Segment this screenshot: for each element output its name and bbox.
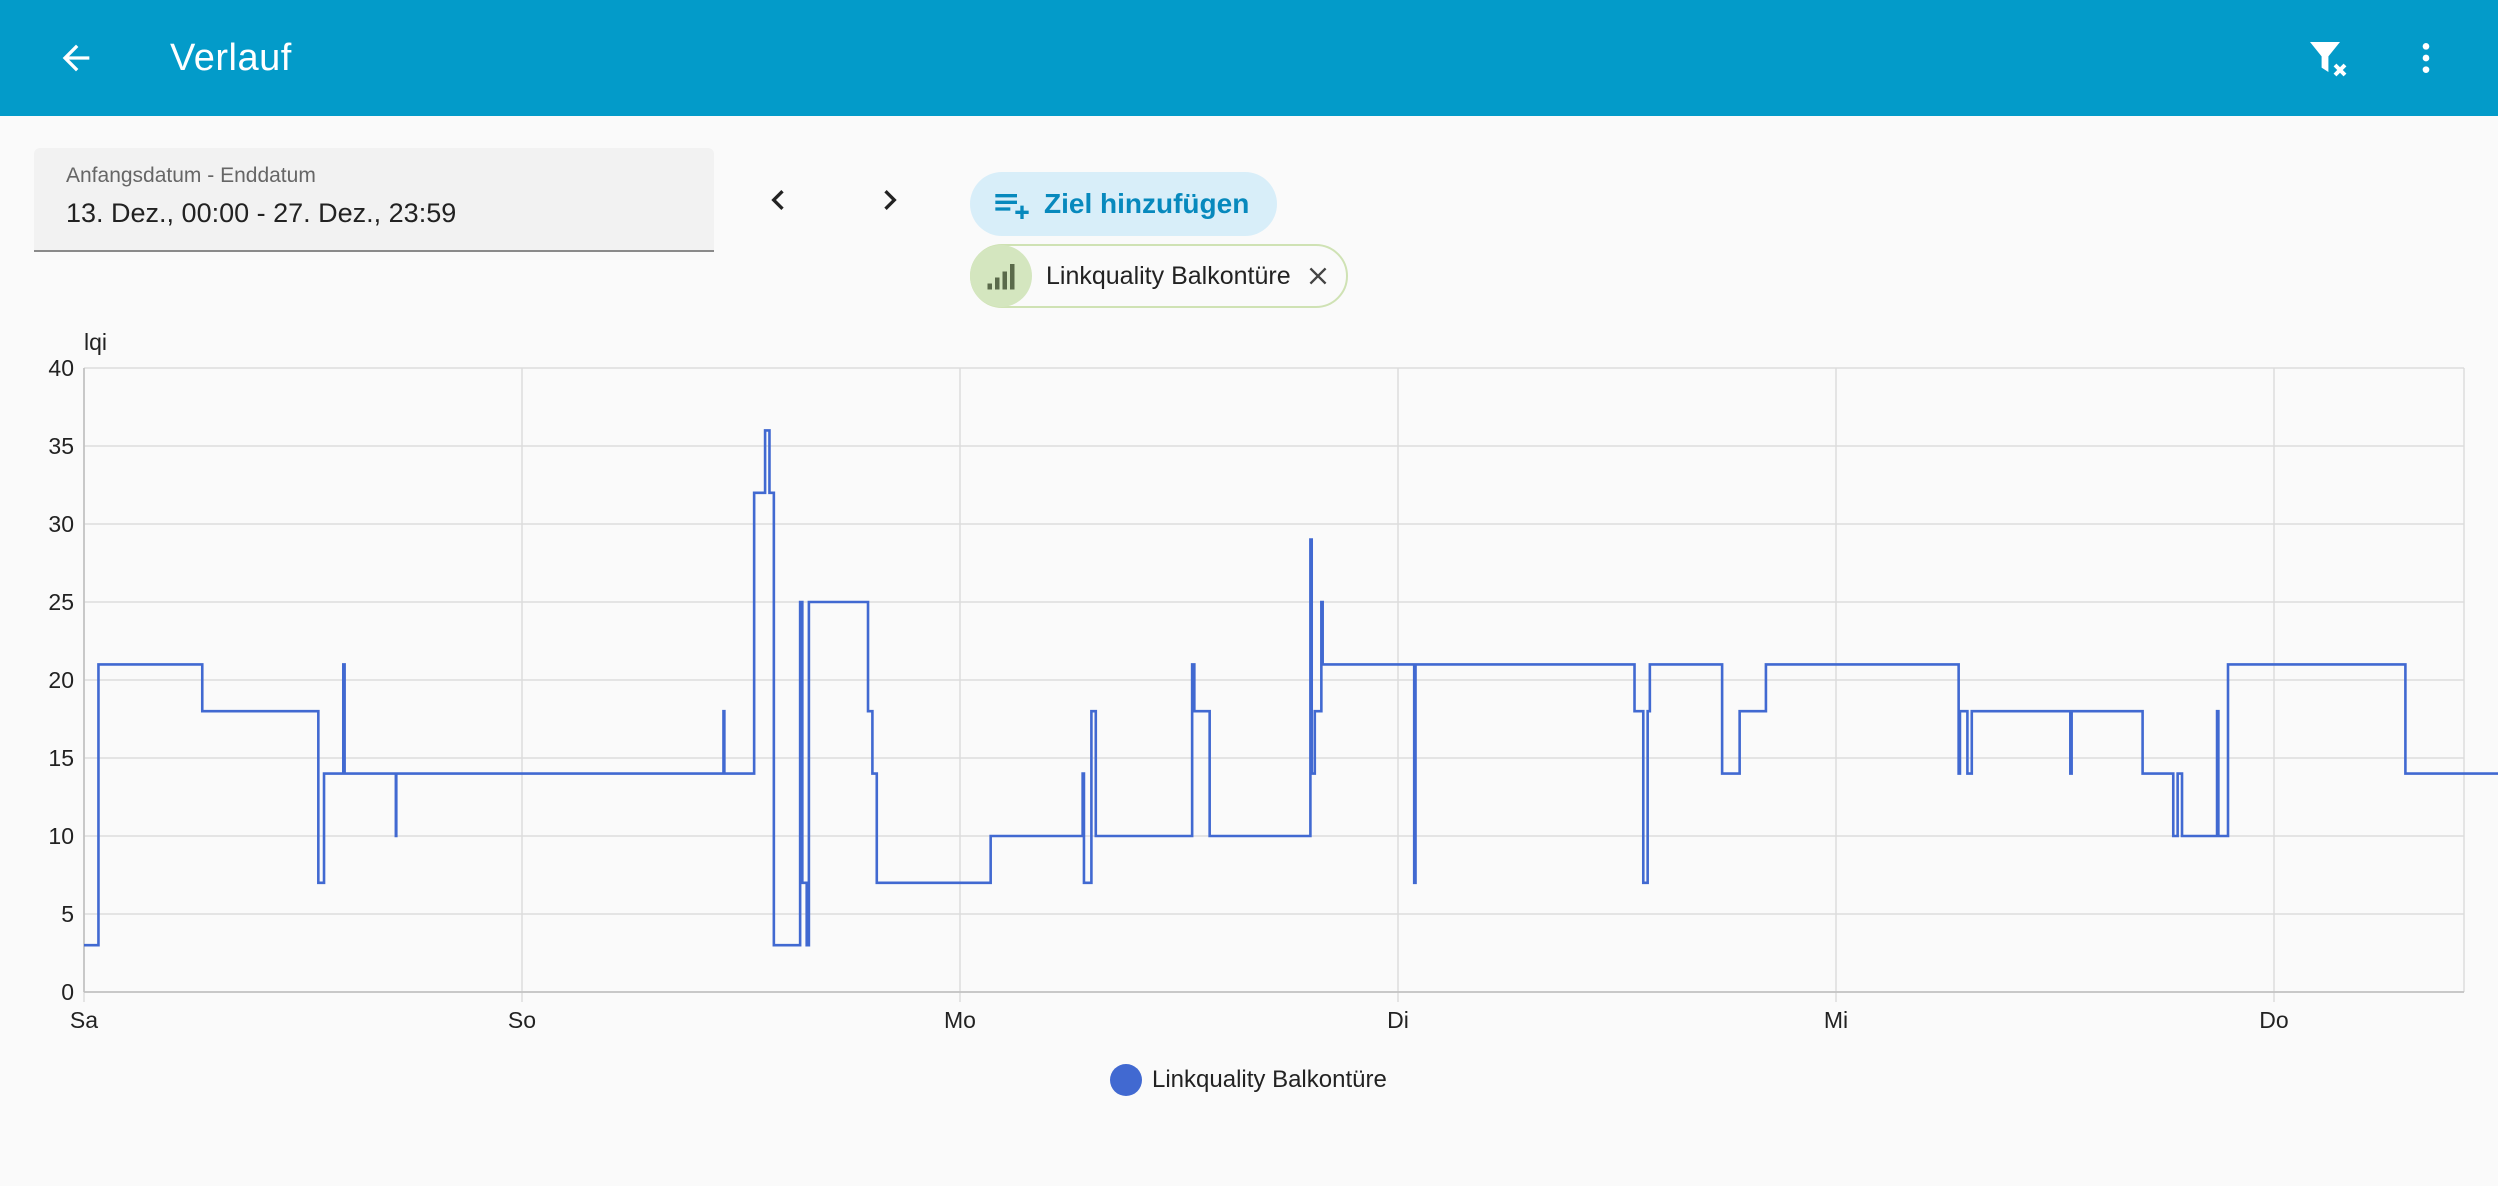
x-tick-label: Di [1387,1007,1409,1033]
y-tick-label: 5 [61,901,74,927]
close-icon [1309,267,1327,285]
date-range-label: Anfangsdatum - Enddatum [66,164,316,187]
filter-clear-button[interactable] [2300,30,2356,86]
date-range-picker[interactable]: Anfangsdatum - Enddatum 13. Dez., 00:00 … [34,148,714,252]
more-options-button[interactable] [2398,30,2454,86]
legend-color-dot [1110,1064,1142,1096]
arrow-left-icon [62,44,90,72]
chart-legend-item[interactable]: Linkquality Balkontüre [1110,1062,1387,1098]
chart-series [84,429,2498,947]
chart-grid [83,367,2465,1002]
x-tick-label: Sa [70,1007,98,1033]
add-target-button[interactable]: Ziel hinzufügen [970,172,1278,236]
y-tick-label: 20 [48,667,74,693]
x-tick-label: Mo [944,1007,976,1033]
entity-chip-icon-wrap [970,245,1032,307]
y-tick-label: 35 [48,433,74,459]
x-tick-label: So [508,1007,536,1033]
playlist-plus-icon [995,194,1029,219]
entity-chip: Linkquality Balkontüre [970,244,1348,308]
add-target-label: Ziel hinzufügen [1044,188,1250,219]
page-title: Verlauf [170,37,292,79]
x-tick-label: Mi [1824,1007,1848,1033]
chart-axes: 0 5 10 15 20 25 30 35 40 Sa So Mo Di Mi Do lqi [48,329,2464,1033]
date-range-value: 13. Dez., 00:00 - 27. Dez., 23:59 [66,198,457,228]
history-chart: 0 5 10 15 20 25 30 35 40 Sa So Mo Di Mi Do lqi [48,329,2498,1033]
x-tick-label: Do [2259,1007,2288,1033]
previous-period-button[interactable] [750,172,806,228]
next-period-button[interactable] [862,172,918,228]
y-tick-label: 0 [61,979,74,1005]
chevron-left-icon [771,190,784,210]
entity-chip-label: Linkquality Balkontüre [1046,261,1291,290]
dots-vertical-icon [2422,43,2430,73]
series-line [84,429,2498,947]
signal-bars-icon [987,264,1015,290]
y-tick-label: 30 [48,511,74,537]
y-tick-label: 15 [48,745,74,771]
legend-label: Linkquality Balkontüre [1152,1066,1387,1093]
y-tick-label: 40 [48,355,74,381]
chevron-right-icon [884,190,897,210]
app-header: Verlauf [0,0,2498,116]
y-axis-label: lqi [84,329,107,355]
filter-remove-icon [2310,42,2347,77]
y-tick-label: 25 [48,589,74,615]
back-button[interactable] [48,30,104,86]
y-tick-label: 10 [48,823,74,849]
entity-chip-remove-button[interactable] [1300,258,1336,294]
